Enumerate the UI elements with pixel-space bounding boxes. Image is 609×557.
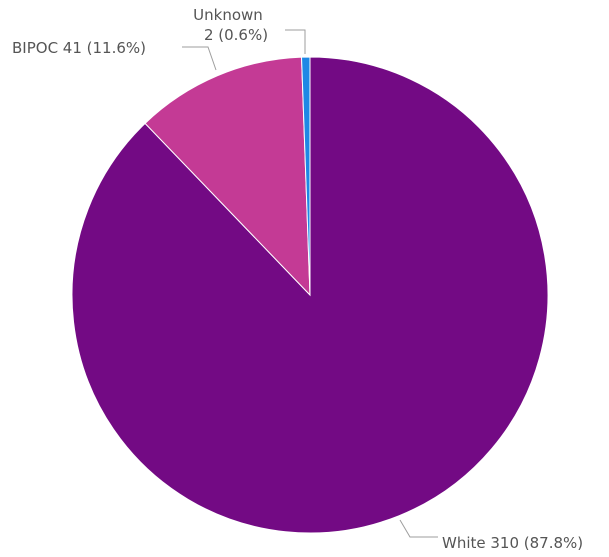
slice-label-bipoc: BIPOC 41 (11.6%) — [12, 39, 146, 57]
slice-label-unknown-value: 2 (0.6%) — [204, 26, 268, 44]
pie-slice-white — [71, 56, 549, 534]
pie-slice-unknown — [301, 56, 311, 296]
leader-line-white — [399, 519, 438, 538]
leader-line-bipoc — [182, 46, 217, 71]
leader-line-unknown — [285, 29, 306, 54]
slice-label-unknown-name: Unknown — [193, 6, 263, 24]
pie-slice-bipoc — [144, 56, 311, 297]
slice-label-white: White 310 (87.8%) — [442, 534, 583, 552]
pie-slices — [71, 56, 549, 534]
